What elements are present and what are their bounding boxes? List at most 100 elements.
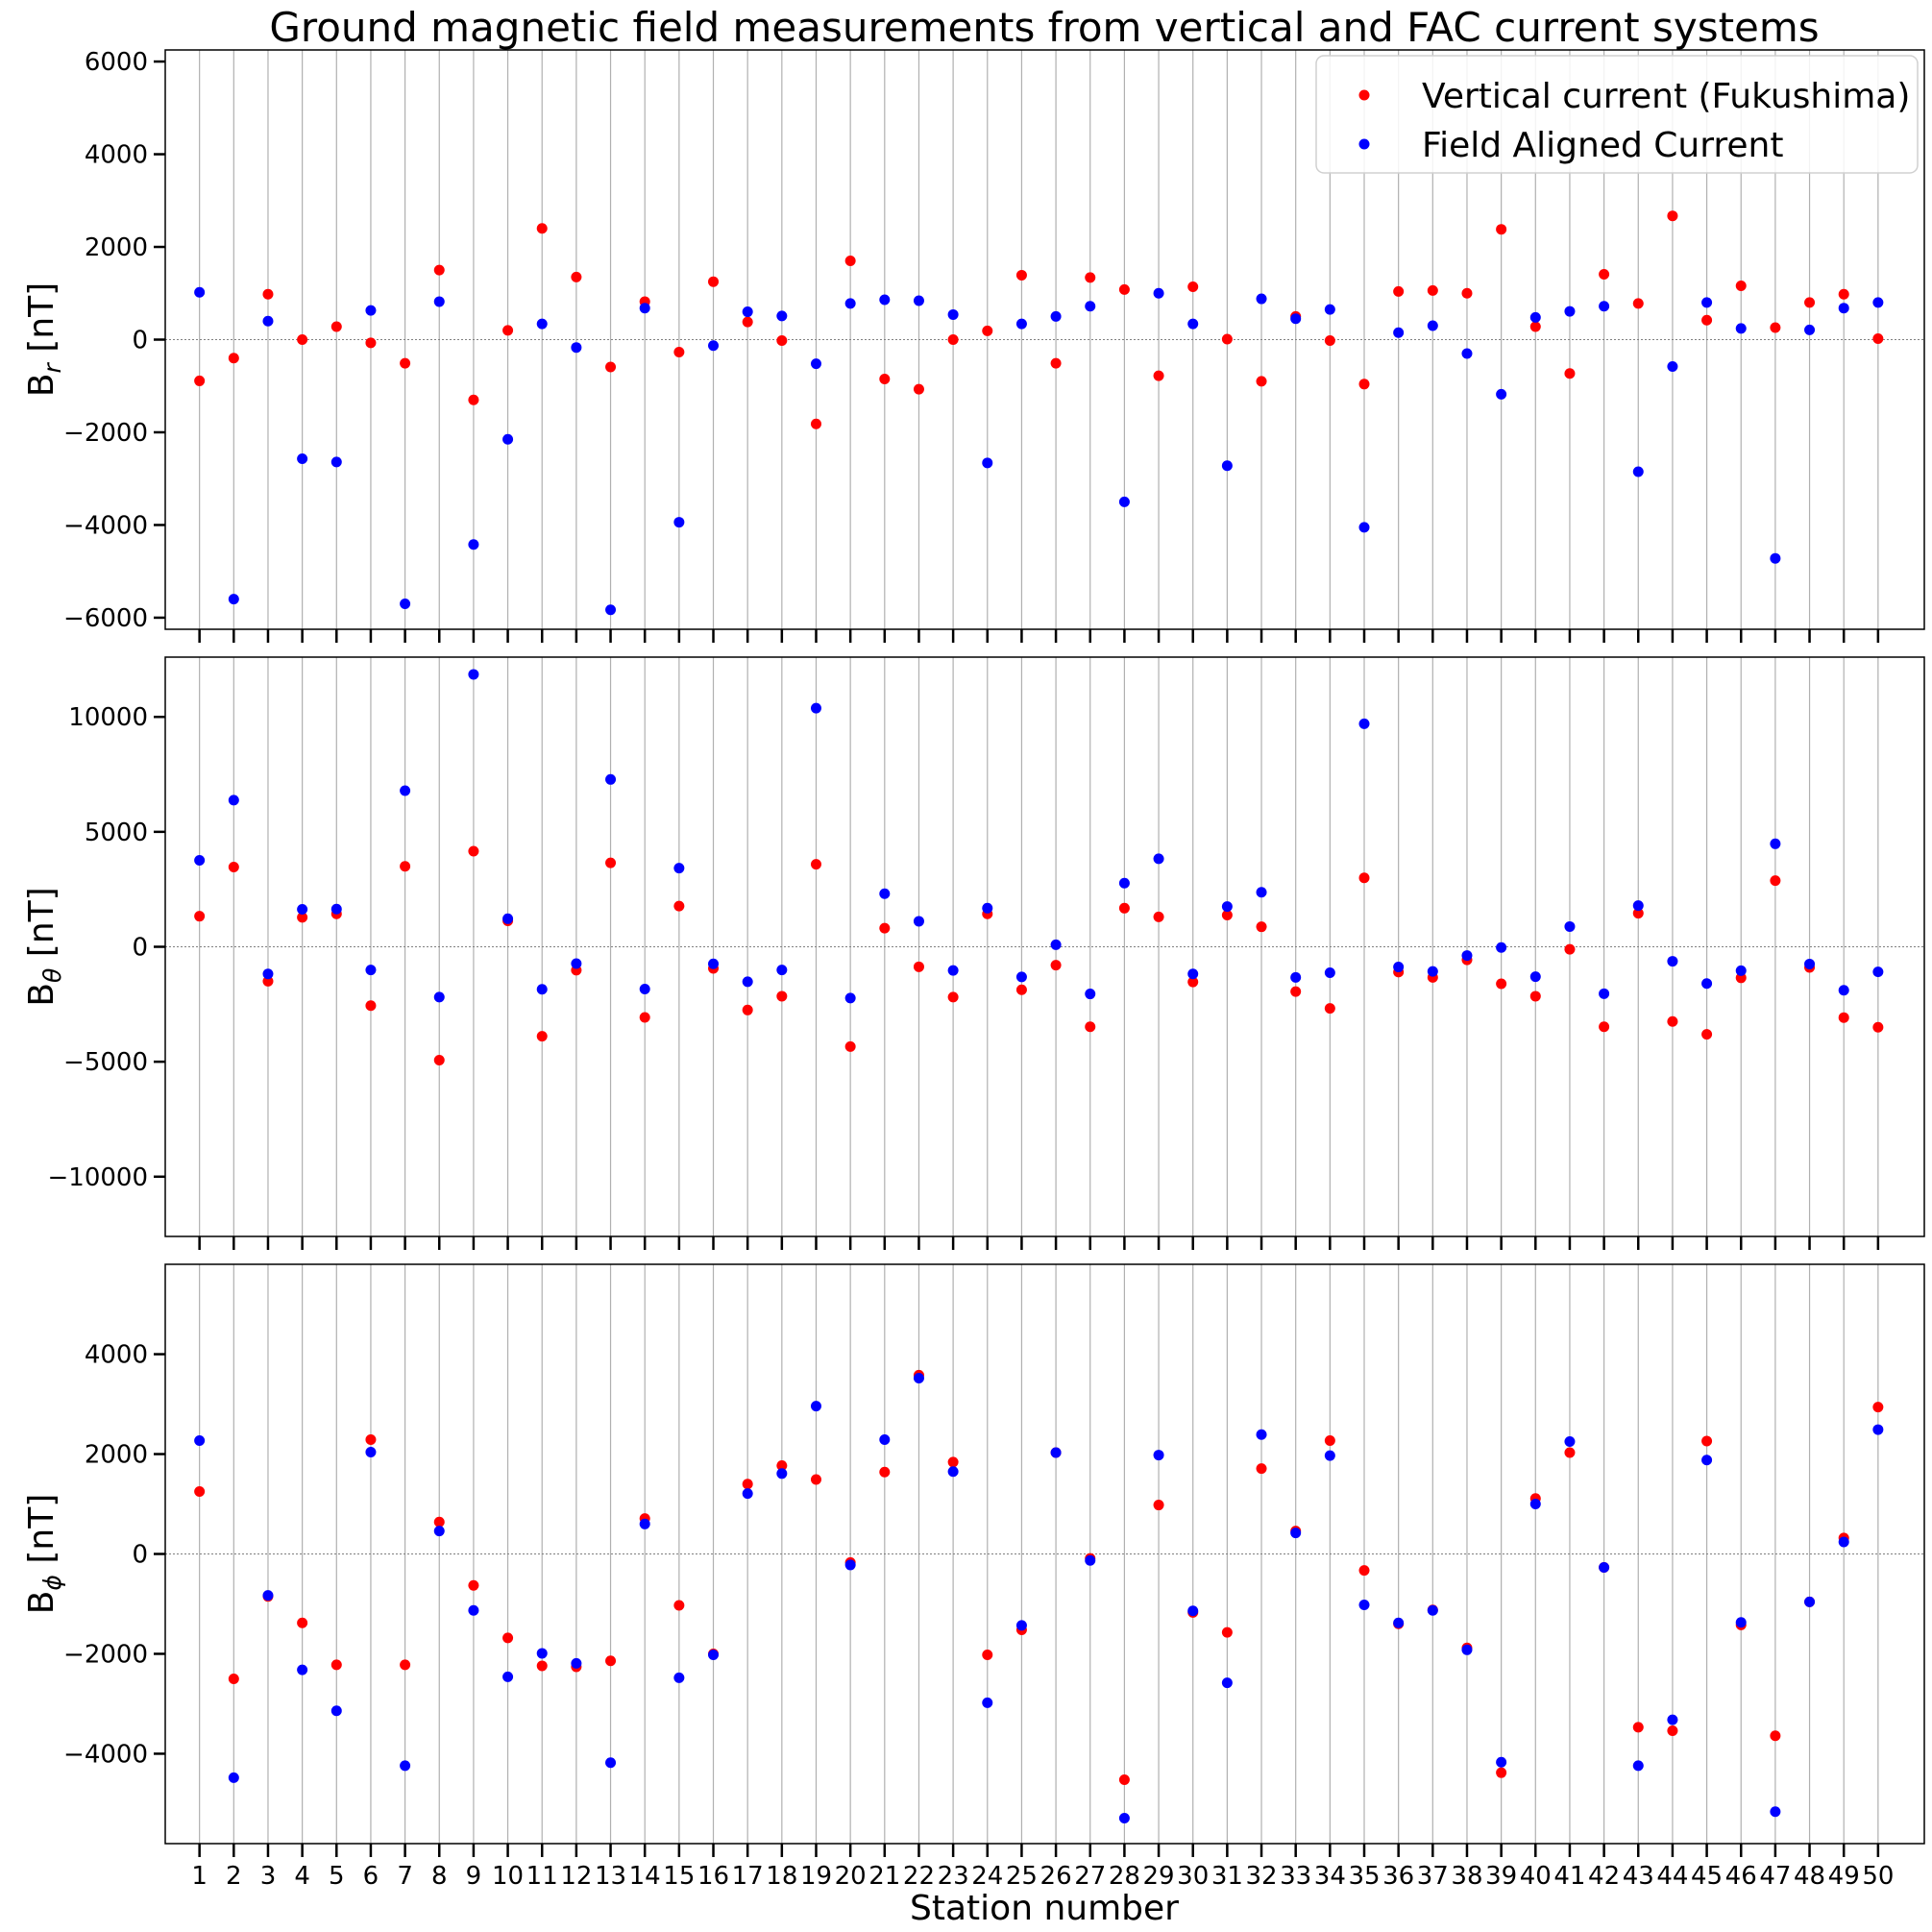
x-tick-label: 10 [492,1862,524,1891]
data-point-fac [1872,297,1884,308]
x-tick-label: 41 [1553,1862,1585,1891]
data-point-fac [1838,985,1849,996]
data-point-vertical [947,334,959,345]
data-point-vertical [605,857,617,868]
data-point-fac [1770,552,1781,564]
data-point-fac [1564,1436,1576,1448]
data-point-fac [742,1488,753,1500]
data-point-fac [228,1772,239,1783]
data-point-fac [913,1373,924,1384]
y-tick-label: −4000 [63,511,148,540]
data-point-vertical [262,288,274,300]
x-tick-label: 35 [1348,1862,1380,1891]
data-point-vertical [1632,298,1644,309]
y-tick-label: 0 [132,327,148,355]
data-point-vertical [1324,334,1335,346]
x-tick-label: 30 [1177,1862,1209,1891]
data-point-fac [844,1559,856,1571]
data-point-vertical [1564,1447,1576,1458]
x-tick-label: 26 [1040,1862,1072,1891]
data-point-fac [1461,348,1473,359]
data-point-vertical [400,1659,411,1671]
data-point-fac [673,1672,685,1683]
y-tick-label: −6000 [63,604,148,633]
data-point-fac [947,965,959,976]
data-point-fac [297,903,308,915]
x-tick-label: 28 [1109,1862,1140,1891]
data-point-vertical [1085,1021,1096,1033]
data-point-fac [776,310,788,322]
data-point-vertical [1564,943,1576,955]
data-point-fac [1804,1596,1816,1607]
y-label-subscript: ϕ [38,1575,66,1591]
data-point-vertical [1187,976,1199,988]
data-point-fac [605,773,617,785]
data-point-fac [433,1526,445,1537]
data-point-fac [1187,968,1199,980]
data-point-vertical [1667,1015,1678,1027]
data-point-fac [262,968,274,980]
data-point-fac [1872,1424,1884,1435]
x-tick-label: 16 [697,1862,729,1891]
data-point-fac [810,1401,821,1412]
data-point-vertical [1701,314,1713,326]
data-point-vertical [1290,986,1302,997]
data-point-fac [982,457,993,469]
data-point-fac [1667,1714,1678,1725]
data-point-fac [1496,388,1507,400]
data-point-vertical [1221,1626,1233,1638]
data-point-vertical [776,990,788,1002]
data-point-fac [1427,966,1438,977]
data-point-fac [1599,1562,1610,1574]
data-point-fac [228,795,239,806]
data-point-fac [400,785,411,796]
data-point-vertical [1667,210,1678,222]
data-point-vertical [1529,990,1541,1002]
panel-1: −6000 −4000 −2000 0 2000 4000 6000 Br [nT] [22,48,1925,643]
data-point-vertical [502,1632,514,1644]
data-point-vertical [1050,357,1062,369]
data-point-fac [1838,303,1849,314]
data-point-fac [1701,978,1713,990]
data-point-fac [913,295,924,306]
data-point-fac [228,594,239,605]
data-point-fac [1770,1806,1781,1818]
x-tick-label: 8 [431,1862,448,1891]
data-point-vertical [673,1600,685,1611]
data-point-vertical [1118,1773,1130,1785]
data-point-vertical [228,353,239,364]
data-point-fac [297,452,308,464]
data-point-fac [1632,466,1644,477]
data-point-vertical [673,347,685,358]
data-point-fac [262,1590,274,1602]
data-point-fac [330,903,342,915]
data-point-vertical [433,1516,445,1528]
data-point-vertical [1770,1730,1781,1742]
y-tick-label: 4000 [85,1341,148,1370]
x-tick-label: 12 [560,1862,592,1891]
data-point-vertical [433,264,445,276]
data-point-fac [1324,1450,1335,1461]
data-point-vertical [1153,1500,1164,1511]
data-point-fac [400,598,411,609]
data-point-fac [468,669,479,680]
data-point-vertical [297,1617,308,1628]
data-point-fac [1358,522,1370,533]
data-point-fac [1667,360,1678,372]
data-point-fac [536,984,548,995]
data-point-fac [1015,318,1027,330]
data-point-vertical [947,1456,959,1468]
data-point-fac [400,1760,411,1772]
data-point-fac [1256,887,1267,898]
data-point-fac [776,965,788,976]
data-point-fac [194,855,206,867]
y-tick-label: −10000 [48,1163,149,1192]
data-point-fac [1735,323,1747,334]
data-point-fac [571,1657,582,1669]
y-tick-label: −2000 [63,1640,148,1669]
data-point-vertical [262,975,274,987]
data-point-fac [1564,920,1576,932]
data-point-vertical [1118,283,1130,295]
data-point-fac [536,318,548,330]
y-label-unit: [nT] [22,887,61,967]
